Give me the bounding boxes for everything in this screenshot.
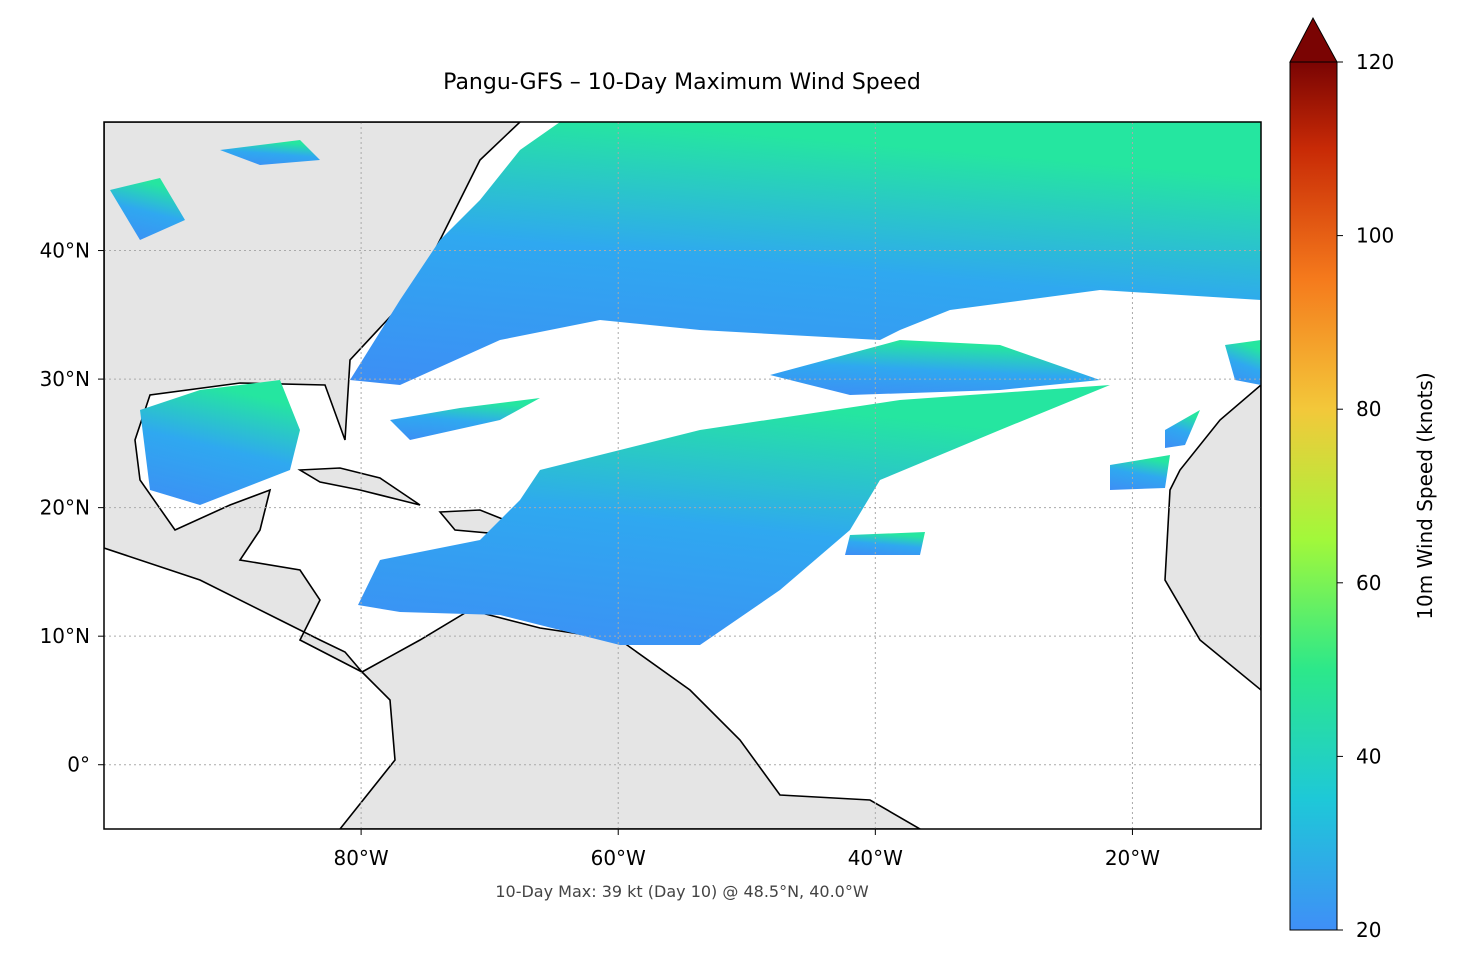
colorbar-tick-label: 100 xyxy=(1356,224,1394,248)
y-tick-label: 10°N xyxy=(40,624,90,648)
x-tick-label: 60°W xyxy=(591,846,646,870)
x-tick-label: 20°W xyxy=(1105,846,1160,870)
y-tick-label: 30°N xyxy=(40,367,90,391)
annotation: 10-Day Max: 39 kt (Day 10) @ 48.5°N, 40.… xyxy=(495,882,869,901)
colorbar-tick-label: 40 xyxy=(1356,744,1381,768)
y-tick-label: 0° xyxy=(67,753,90,777)
map xyxy=(104,122,1261,829)
y-tick-label: 40°N xyxy=(40,239,90,263)
y-tick-label: 20°N xyxy=(40,496,90,520)
wind-field xyxy=(110,122,1261,645)
map-frame xyxy=(103,121,1262,830)
colorbar-tick-label: 20 xyxy=(1356,918,1381,942)
x-tick-label: 40°W xyxy=(848,846,903,870)
colorbar-tick-label: 120 xyxy=(1356,50,1394,74)
colorbar-extend xyxy=(1289,16,1338,63)
land xyxy=(104,122,1261,829)
colorbar-label: 10m Wind Speed (knots) xyxy=(1413,372,1437,619)
colorbar-tick-label: 60 xyxy=(1356,571,1381,595)
x-tick-label: 80°W xyxy=(333,846,388,870)
colorbar xyxy=(1289,61,1338,931)
colorbar-tick-label: 80 xyxy=(1356,397,1381,421)
chart-title: Pangu-GFS – 10-Day Maximum Wind Speed xyxy=(443,70,921,95)
